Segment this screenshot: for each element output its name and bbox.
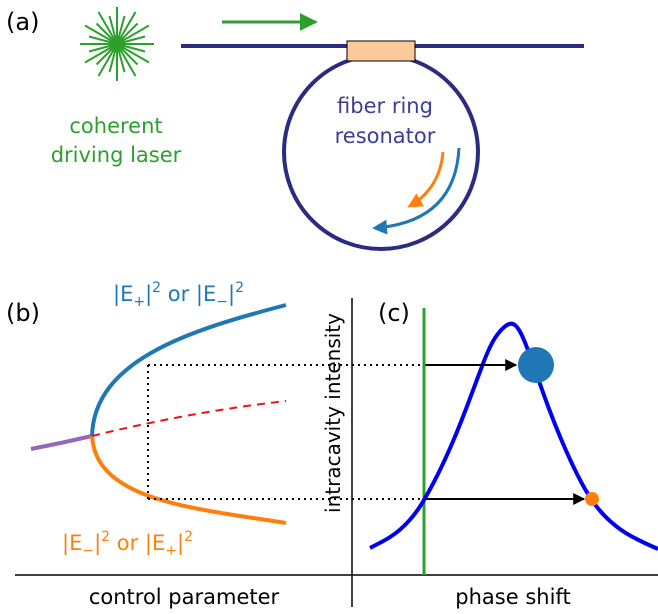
starburst-ray: [116, 11, 137, 45]
cw-orange-arrow: [407, 151, 445, 208]
laser-label-line2: driving laser: [51, 143, 182, 167]
laser-starburst-icon: [80, 7, 154, 81]
starburst-ray: [84, 24, 118, 45]
starburst-ray: [95, 43, 118, 66]
starburst-ray: [108, 43, 118, 73]
panel-b-xlabel: control parameter: [89, 585, 280, 609]
high-intensity-state-dot: [518, 347, 554, 383]
starburst-ray: [116, 43, 150, 64]
starburst-ray: [97, 43, 118, 77]
starburst-ray: [116, 24, 150, 45]
starburst-ray: [88, 35, 118, 45]
starburst-ray: [116, 22, 139, 45]
starburst-ray: [97, 11, 118, 45]
ccw-blue-arrow: [372, 147, 461, 235]
panel-c-label: (c): [378, 299, 410, 327]
starburst-ray: [108, 15, 118, 45]
low-intensity-state-dot: [585, 492, 599, 506]
unstable-branch: [91, 400, 287, 437]
upper-branch-label: |E+|2 or |E−|2: [113, 280, 244, 310]
starburst-ray: [116, 43, 146, 53]
starburst-ray: [116, 43, 126, 73]
starburst-ray: [88, 43, 118, 53]
panel-b-label: (b): [6, 299, 40, 327]
resonator-label-line1: fiber ring: [337, 94, 433, 118]
laser-label-line1: coherent: [69, 114, 162, 138]
panel-c-ylabel: intracavity intensity: [321, 313, 345, 513]
starburst-ray: [116, 15, 126, 45]
symmetric-branch: [30, 434, 93, 451]
starburst-ray: [84, 43, 118, 64]
starburst-ray: [95, 22, 118, 45]
lower-branch-curve: [90, 435, 287, 525]
lower-branch-label: |E−|2 or |E+|2: [62, 529, 193, 559]
panel-c-xlabel: phase shift: [455, 585, 570, 609]
lorentzian-curve: [369, 321, 658, 551]
starburst-ray: [116, 35, 146, 45]
panel-a-label: (a): [6, 8, 39, 36]
resonator-label-line2: resonator: [335, 124, 436, 148]
starburst-ray: [116, 43, 137, 77]
upper-branch-curve: [90, 303, 287, 437]
starburst-ray: [116, 43, 139, 66]
fiber-coupler: [346, 40, 416, 62]
fiber-ring: [282, 53, 480, 251]
